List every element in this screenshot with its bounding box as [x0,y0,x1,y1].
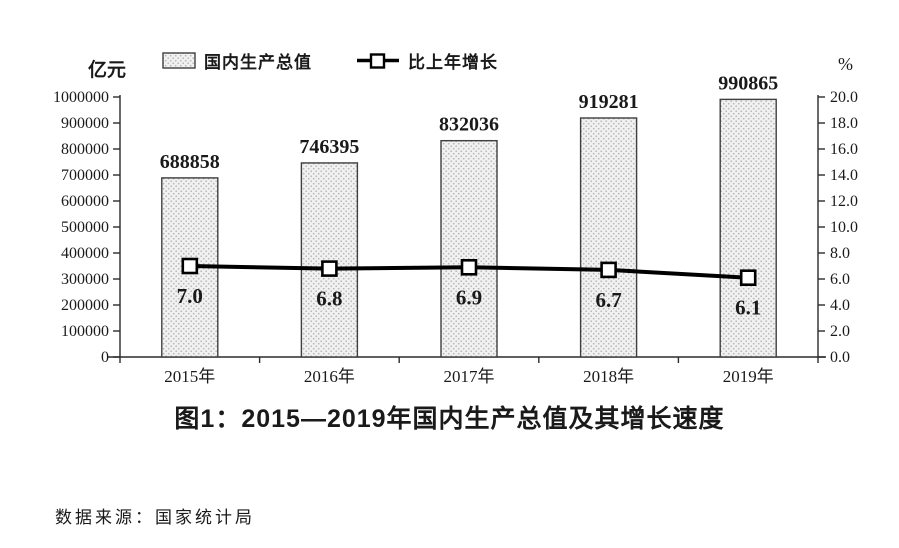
growth-line-marker [460,258,478,276]
gdp-bar [440,139,498,358]
growth-line-marker [321,260,338,277]
left-axis-tick-label: 500000 [61,219,109,236]
chart-legend: 国内生产总值 比上年增长 [162,48,498,73]
right-axis-tick-label: 16.0 [830,141,858,158]
year-tick-label: 2018年 [583,367,634,386]
right-axis-tick-label: 0.0 [830,349,850,366]
gdp-bar-swatch-icon [162,52,196,69]
right-axis-tick-label: 12.0 [830,193,858,210]
growth-rate-value-label: 6.9 [456,285,482,309]
right-axis-tick-label: 20.0 [830,89,858,106]
legend-label-growth: 比上年增长 [408,53,498,72]
legend-item-growth: 比上年增长 [356,48,498,73]
growth-line-marker [181,257,199,275]
right-axis-tick-label: 8.0 [830,245,850,262]
year-tick-label: 2017年 [444,367,495,386]
left-axis-tick-label: 400000 [61,245,109,262]
bar-value-label: 990865 [718,72,778,94]
right-axis-tick-label: 2.0 [830,323,850,340]
left-axis-tick-label: 1000000 [53,89,109,106]
right-axis-tick-label: 6.0 [830,271,850,288]
right-axis-unit-label: % [838,54,853,74]
left-axis-tick-label: 200000 [61,297,109,314]
legend-item-gdp: 国内生产总值 [162,48,312,73]
right-axis-tick-label: 4.0 [830,297,850,314]
year-tick-label: 2015年 [164,367,215,386]
growth-line-marker [600,261,617,279]
gdp-bar [579,117,638,358]
chart-title: 图1：2015—2019年国内生产总值及其增长速度 [174,405,725,433]
right-axis-tick-label: 10.0 [830,219,858,236]
growth-line-marker [739,269,757,287]
legend-label-gdp: 国内生产总值 [204,53,312,72]
year-tick-label: 2016年 [304,367,355,386]
bar-value-label: 832036 [439,114,499,136]
left-axis-tick-label: 100000 [61,323,109,340]
growth-rate-value-label: 6.8 [316,287,342,311]
gdp-growth-chart: 0 100000 200000 300000 400000 500000 600000 700… [53,72,858,386]
gdp-bar [300,162,359,358]
growth-rate-value-label: 6.1 [735,296,761,320]
left-axis-tick-label: 700000 [61,167,109,184]
year-tick-label: 2019年 [723,367,774,386]
left-axis-tick-label: 900000 [61,115,109,132]
bar-value-label: 919281 [579,91,639,113]
right-axis-tick-label: 14.0 [830,167,858,184]
left-axis-unit-label: 亿元 [88,60,127,81]
right-axis-tick-label: 18.0 [830,115,858,132]
bar-value-label: 688858 [160,151,220,173]
growth-rate-value-label: 7.0 [177,284,203,308]
bar-value-label: 746395 [299,136,359,158]
left-axis-tick-label: 600000 [61,193,109,210]
left-axis-tick-label: 300000 [61,271,109,288]
left-axis-tick-label: 0 [101,349,109,366]
left-axis-tick-label: 800000 [61,141,109,158]
data-source-note: 数据来源：国家统计局 [55,508,255,527]
growth-rate-value-label: 6.7 [595,288,621,312]
gdp-bar [719,98,777,358]
growth-line-swatch-icon [357,53,399,69]
